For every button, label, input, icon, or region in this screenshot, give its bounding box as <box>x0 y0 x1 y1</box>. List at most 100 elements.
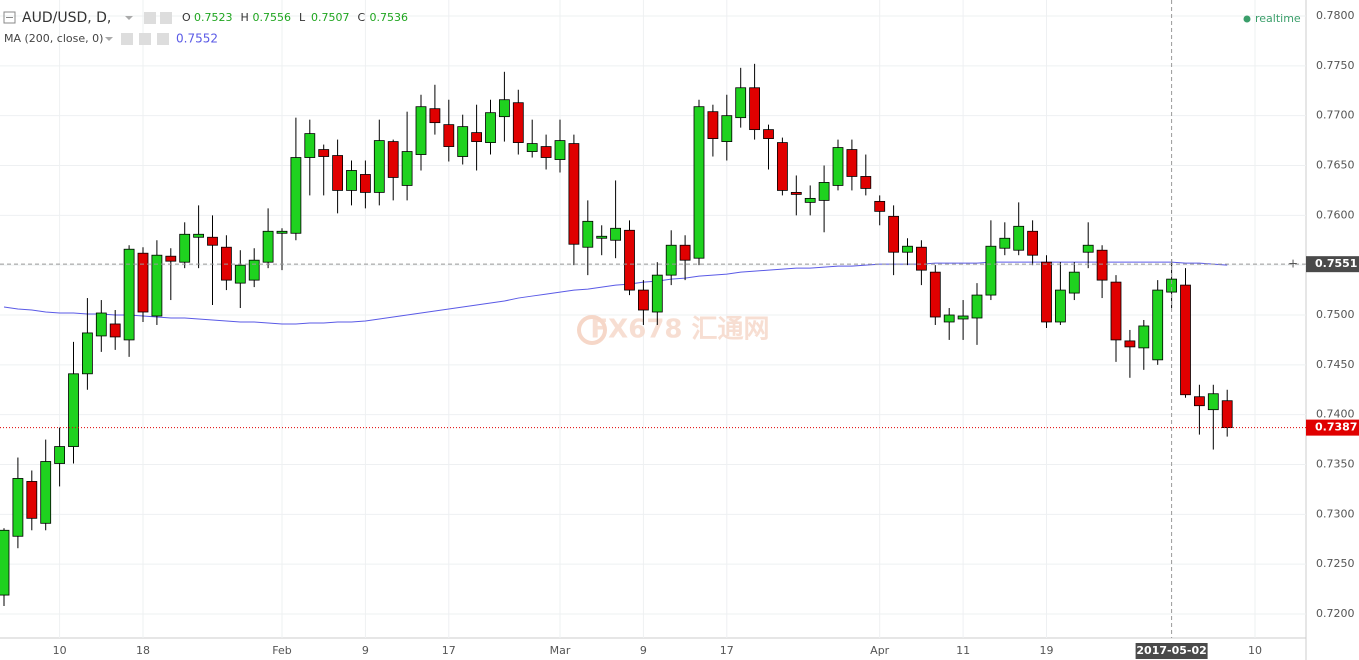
candle-body <box>1068 271 1080 294</box>
y-tick-label: 0.7650 <box>1316 159 1355 172</box>
y-tick-label: 0.7400 <box>1316 408 1355 421</box>
x-tick-label: 17 <box>442 644 456 657</box>
candle-body <box>40 461 52 524</box>
candle-body <box>151 254 163 317</box>
symbol: AUD/USD, D, <box>22 10 111 26</box>
collapse-icon[interactable] <box>3 11 16 24</box>
ohlc-value: 0.7507 <box>311 11 350 24</box>
candle-body <box>137 252 149 313</box>
y-tick-label: 0.7450 <box>1316 358 1355 371</box>
ohlc-letter: L <box>299 11 306 24</box>
candle-body <box>763 129 774 139</box>
candle-body <box>1207 393 1219 411</box>
candle-body <box>179 233 191 263</box>
x-tick-label: 19 <box>1040 644 1054 657</box>
last-price-box <box>1306 419 1359 436</box>
candle-body <box>735 87 747 119</box>
candle-body <box>624 229 635 291</box>
candle-body <box>679 244 691 261</box>
candle-body <box>346 170 357 191</box>
crosshair-date: 2017-05-02 <box>1136 644 1206 657</box>
candle-body <box>26 481 38 519</box>
candle-body <box>304 133 316 158</box>
candle-body <box>1082 244 1094 253</box>
candle-body <box>707 111 719 139</box>
candle-body <box>1194 396 1205 407</box>
candle-body <box>54 446 65 464</box>
candle-body <box>457 126 469 157</box>
candle-body <box>790 192 802 195</box>
candle-body <box>193 233 205 238</box>
x-tick-label: Apr <box>870 644 890 657</box>
ohlc-value: 0.7556 <box>253 11 292 24</box>
x-tick-label: 9 <box>640 644 647 657</box>
candle-body <box>443 124 455 147</box>
ma-settings-icon[interactable] <box>139 33 151 45</box>
candle-body <box>846 149 858 177</box>
candle-body <box>888 215 899 253</box>
candle-body <box>860 176 872 189</box>
candle-body <box>82 332 93 375</box>
crosshair-price-box <box>1306 256 1359 273</box>
y-tick-label: 0.7300 <box>1316 507 1355 520</box>
candle-body <box>332 155 344 191</box>
crosshair-plus: + <box>1288 257 1298 271</box>
y-tick-label: 0.7750 <box>1316 59 1355 72</box>
candle-body <box>610 227 621 241</box>
ma-remove-icon[interactable] <box>157 33 169 45</box>
x-tick-label: 18 <box>136 644 150 657</box>
y-tick-label: 0.7500 <box>1316 308 1355 321</box>
ohlc-letter: O <box>182 11 191 24</box>
eye-icon[interactable] <box>144 12 156 24</box>
candle-body <box>638 289 649 311</box>
candle-body <box>12 478 24 537</box>
candle-body <box>373 140 385 193</box>
crosshair-price: 0.7551 <box>1315 257 1357 270</box>
realtime-label: realtime <box>1255 12 1301 25</box>
candle-body <box>929 271 941 318</box>
candle-body <box>248 259 260 281</box>
last-price: 0.7387 <box>1315 421 1357 434</box>
candle-body <box>721 115 733 142</box>
candle-body <box>276 230 288 234</box>
candle-body <box>498 99 510 118</box>
candle-body <box>485 112 496 143</box>
candle-body <box>359 174 371 193</box>
candle-body <box>429 108 441 124</box>
candle-body <box>943 314 955 323</box>
watermark: FX678 汇通网 <box>590 315 769 345</box>
x-tick-label: 9 <box>362 644 369 657</box>
candle-body <box>290 157 302 234</box>
y-tick-label: 0.7250 <box>1316 557 1355 570</box>
y-tick-label: 0.7800 <box>1316 9 1355 22</box>
candle-body <box>165 255 177 262</box>
y-tick-label: 0.7600 <box>1316 208 1355 221</box>
candle-body <box>68 373 79 447</box>
ma-menu[interactable] <box>105 37 113 41</box>
candle-body <box>1096 249 1108 281</box>
crosshair-date-box <box>1135 643 1208 659</box>
candle-body <box>540 146 552 158</box>
x-tick-label: 11 <box>956 644 970 657</box>
ma-value: 0.7552 <box>176 32 218 46</box>
watermark-logo <box>577 315 607 345</box>
candle-body <box>596 235 608 239</box>
candle-body <box>1166 278 1177 293</box>
ohlc-letter: H <box>241 11 249 24</box>
realtime-dot <box>1243 15 1251 23</box>
candle-body <box>1152 289 1164 361</box>
x-tick-label: 10 <box>1248 644 1262 657</box>
ma-eye-icon[interactable] <box>121 33 133 45</box>
settings-icon[interactable] <box>160 12 172 24</box>
candle-body <box>804 197 816 203</box>
candle-body <box>1110 281 1122 341</box>
candle-body <box>512 102 524 143</box>
candle-body <box>971 294 983 319</box>
candle-body <box>693 106 705 259</box>
candle-body <box>665 244 677 276</box>
symbol-menu[interactable] <box>125 16 133 20</box>
candle-body <box>415 106 427 155</box>
candle-body <box>262 230 274 263</box>
y-tick-label: 0.7200 <box>1316 607 1355 620</box>
